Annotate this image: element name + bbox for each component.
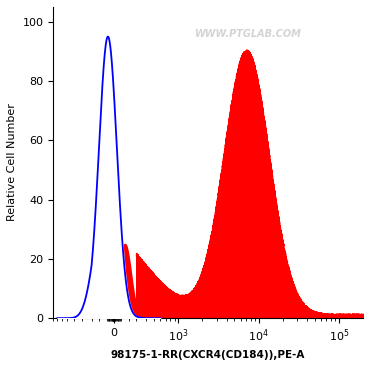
X-axis label: 98175-1-RR(CXCR4(CD184)),PE-A: 98175-1-RR(CXCR4(CD184)),PE-A xyxy=(111,350,305,360)
Y-axis label: Relative Cell Number: Relative Cell Number xyxy=(7,103,17,222)
Text: WWW.PTGLAB.COM: WWW.PTGLAB.COM xyxy=(195,29,302,39)
